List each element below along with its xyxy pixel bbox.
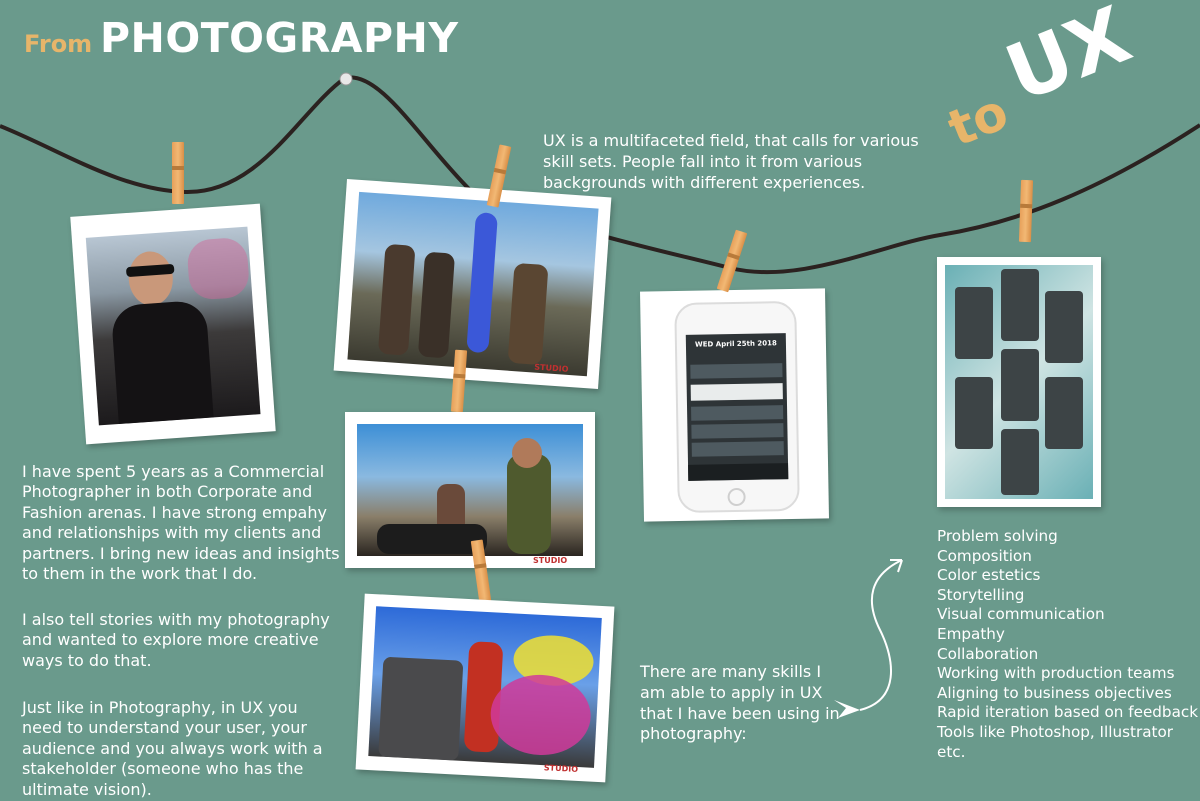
gunman-image (357, 424, 583, 556)
skill-item: Composition (937, 546, 1032, 565)
skill-item: Empathy (937, 624, 1005, 643)
portrait-image (85, 226, 261, 426)
photo-portrait (70, 203, 276, 445)
smoke-image (368, 606, 602, 768)
title-from: From (24, 30, 93, 58)
skill-item: Color estetics (937, 566, 1041, 585)
skill-item: Visual communication (937, 605, 1105, 624)
skill-item: Collaboration (937, 644, 1039, 663)
skill-item: Rapid iteration based on feedback (937, 703, 1199, 722)
photo-app-mockup: WED April 25th 2018 (640, 288, 829, 522)
photo-gunman: STUDIO (345, 412, 595, 568)
app-date: WED April 25th 2018 (694, 339, 777, 349)
studio-logo: STUDIO (543, 763, 579, 774)
paragraph-ux: Just like in Photography, in UX you need… (22, 698, 323, 799)
arrow-icon (834, 559, 903, 718)
photo-smoke: STUDIO (355, 593, 615, 783)
paragraph-stories: I also tell stories with my photography … (22, 610, 330, 670)
studio-logo: STUDIO (533, 556, 568, 565)
phone-mockup: WED April 25th 2018 (674, 300, 800, 514)
skill-item: etc. (937, 742, 966, 761)
photo-warriors: STUDIO (333, 178, 612, 390)
skill-item: Aligning to business objectives (937, 683, 1172, 702)
skill-item: Storytelling (937, 585, 1025, 604)
title-photography: PHOTOGRAPHY (100, 14, 459, 62)
skill-item: Problem solving (937, 527, 1058, 545)
warriors-image (347, 191, 599, 377)
paragraph-experience: I have spent 5 years as a Commercial Pho… (22, 462, 340, 584)
intro-text: UX is a multifaceted field, that calls f… (543, 131, 919, 192)
clothespin (1018, 179, 1034, 243)
app-screens-image (945, 265, 1093, 499)
skill-item: Tools like Photoshop, Illustrator (937, 722, 1174, 741)
skills-intro: There are many skills I am able to apply… (640, 662, 840, 744)
clothespin (172, 142, 184, 204)
skills-list: Problem solving Composition Color esteti… (937, 527, 1198, 762)
skill-item: Working with production teams (937, 664, 1175, 683)
photo-app-screens (937, 257, 1101, 507)
